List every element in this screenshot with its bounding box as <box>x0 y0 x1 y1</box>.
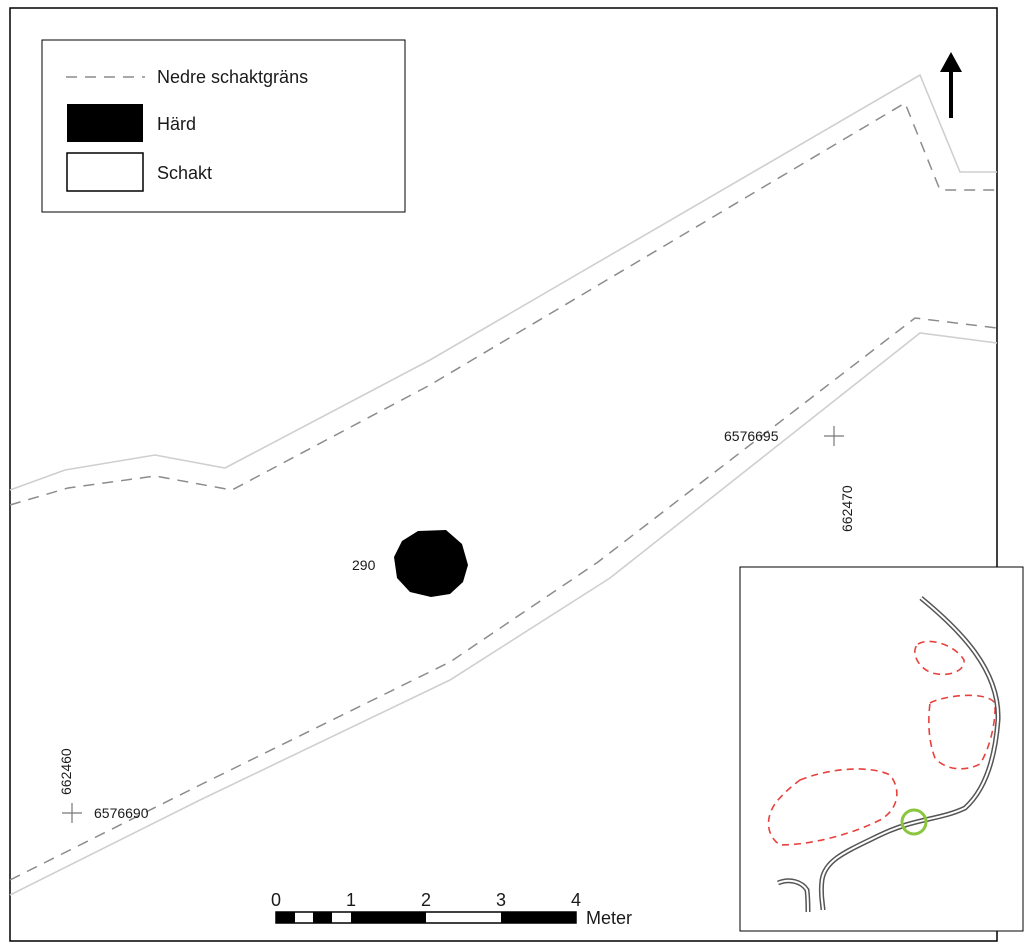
overview-survey-areas <box>767 640 996 846</box>
legend-label-hearth: Härd <box>157 114 196 134</box>
scale-tick-2: 2 <box>421 890 431 910</box>
legend: Nedre schaktgräns Härd Schakt <box>41 39 406 213</box>
overview-side-road-inner <box>777 879 809 913</box>
scale-tick-1: 1 <box>346 890 356 910</box>
location-marker-icon <box>900 808 928 836</box>
legend-label-lower-boundary: Nedre schaktgräns <box>157 67 308 87</box>
lower-boundary-dashed <box>9 101 998 881</box>
overview-road-inner <box>820 597 1000 911</box>
legend-label-trench: Schakt <box>157 163 212 183</box>
scale-tick-0: 0 <box>271 890 281 910</box>
legend-outlined-symbol <box>66 152 144 192</box>
northing-label-sw: 6576690 <box>94 805 149 821</box>
scale-tick-3: 3 <box>496 890 506 910</box>
coordinate-cross-sw <box>62 803 82 823</box>
overview-map <box>739 566 1024 932</box>
schakt-outline <box>9 73 998 896</box>
scalebar: 0 1 2 3 4 Meter <box>271 890 632 928</box>
scale-unit: Meter <box>586 908 632 928</box>
coordinate-cross-ne <box>824 426 844 446</box>
legend-filled-symbol <box>67 104 143 142</box>
scale-tick-4: 4 <box>571 890 581 910</box>
easting-label-ne: 662470 <box>839 485 855 532</box>
easting-label-sw: 662460 <box>58 748 74 795</box>
hearth-feature <box>394 530 468 597</box>
northing-label-ne: 6576695 <box>724 428 779 444</box>
feature-label: 290 <box>352 557 376 573</box>
north-arrow-icon <box>940 52 962 118</box>
